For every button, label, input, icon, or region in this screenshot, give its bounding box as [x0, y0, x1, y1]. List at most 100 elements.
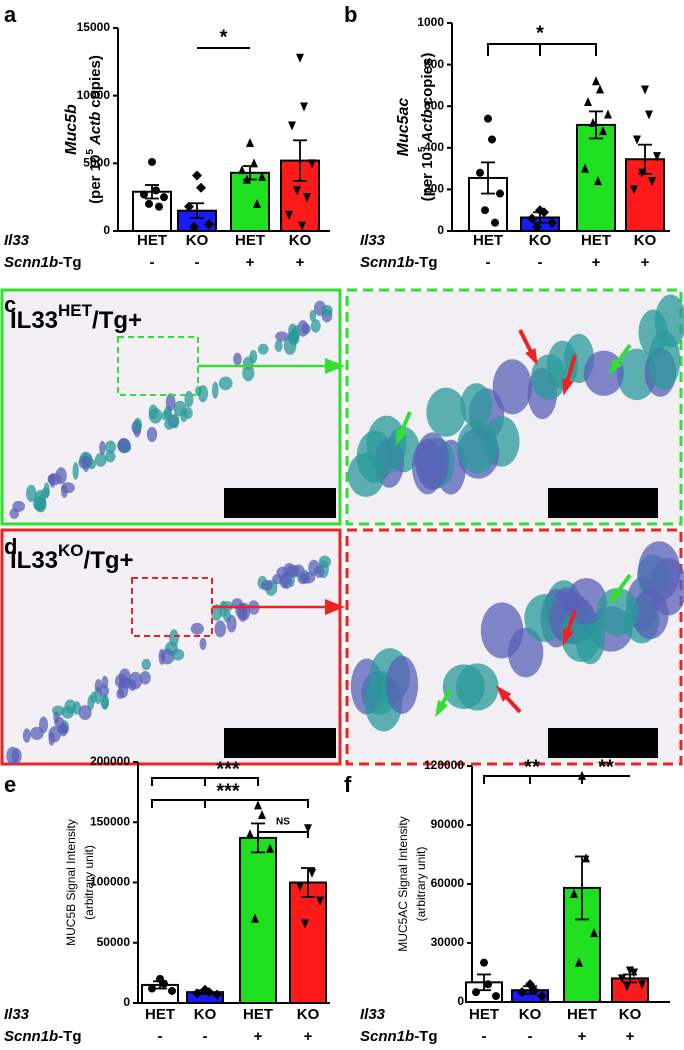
y-label-part: (per 10 — [419, 152, 436, 201]
significance-bracket — [487, 43, 597, 56]
label-main: IL33 — [10, 547, 58, 574]
cell — [118, 680, 129, 699]
cell — [583, 350, 624, 396]
cell — [26, 484, 37, 503]
x-tick-label-2: + — [626, 1028, 635, 1045]
x-tick-label: KO — [529, 232, 552, 249]
data-point — [152, 186, 160, 195]
cell — [190, 622, 204, 635]
x-tick-label-2: - — [486, 254, 491, 271]
y-tick-label: 0 — [437, 223, 444, 237]
cell — [184, 390, 194, 408]
cell — [160, 648, 175, 665]
data-point — [250, 158, 258, 168]
significance-label: *** — [216, 758, 240, 780]
zoom-box — [131, 577, 213, 637]
cell — [310, 319, 321, 333]
y-tick-label: 90000 — [431, 817, 465, 831]
cell — [90, 691, 97, 704]
cell — [141, 658, 152, 671]
zoom-arrowhead — [325, 358, 345, 374]
significance-label: * — [536, 22, 544, 44]
cell — [654, 294, 684, 348]
y-tick-label: 800 — [424, 57, 444, 71]
data-point — [630, 185, 638, 195]
scale-bar-bg — [224, 728, 336, 758]
data-point — [258, 810, 266, 820]
y-label: MUC5AC Signal Intensity — [396, 816, 410, 951]
data-point — [285, 210, 293, 220]
cell — [22, 728, 31, 743]
y-label-sup: 5 — [417, 146, 428, 152]
cell — [321, 304, 333, 317]
y-tick-label: 600 — [424, 98, 444, 112]
y-tick-label: 200000 — [90, 754, 130, 768]
x-tick-label: KO — [519, 1006, 542, 1023]
row-label-italic: Scnn1b — [4, 1028, 58, 1045]
row-label: Scnn1b-Tg — [360, 254, 438, 271]
cell — [460, 383, 493, 428]
data-point — [258, 171, 266, 181]
pointer-head — [608, 588, 623, 605]
data-point — [527, 213, 537, 224]
data-point — [582, 853, 590, 863]
cell — [148, 407, 163, 424]
panel-label: a — [4, 2, 17, 27]
x-tick-label: HET — [235, 232, 265, 249]
y-label: Muc5ac — [395, 98, 412, 157]
x-tick-label-2: + — [304, 1028, 313, 1045]
data-point — [537, 991, 547, 1002]
row-label: Scnn1b-Tg — [4, 254, 82, 271]
cell — [385, 655, 419, 714]
cell — [199, 637, 207, 650]
data-point — [529, 985, 539, 996]
y-tick-label: 15000 — [77, 20, 111, 34]
cell — [53, 711, 60, 724]
y-tick-label: 30000 — [431, 935, 465, 949]
data-point — [266, 843, 274, 853]
data-point — [592, 76, 600, 86]
data-point — [140, 190, 148, 199]
cell — [492, 359, 533, 415]
cell — [72, 462, 79, 480]
data-point — [648, 177, 656, 187]
scale-label: 100 μm — [246, 491, 315, 513]
data-point — [196, 182, 206, 193]
data-point — [304, 824, 312, 834]
data-point — [589, 117, 597, 127]
data-point — [189, 221, 199, 232]
cell — [275, 331, 289, 342]
cell — [78, 705, 92, 721]
data-point — [160, 979, 168, 988]
cell — [38, 716, 49, 734]
y-tick-label: 0 — [457, 994, 464, 1008]
label-sup: HET — [58, 301, 93, 320]
cell — [257, 343, 269, 355]
cell — [64, 699, 77, 714]
x-tick-label-2: - — [195, 254, 200, 271]
cell — [313, 565, 325, 578]
data-point — [496, 189, 504, 198]
row-label: Il33 — [360, 1006, 386, 1023]
panel-label: d — [4, 534, 17, 559]
micrographs — [0, 288, 684, 766]
y-label: (arbitrary unit) — [82, 845, 96, 920]
cell — [6, 746, 19, 765]
y-tick-label: 200 — [424, 182, 444, 196]
x-tick-label: KO — [289, 232, 312, 249]
row-label: Il33 — [4, 232, 30, 249]
cell — [100, 694, 110, 710]
x-tick-label: HET — [145, 1006, 175, 1023]
cell — [274, 340, 283, 352]
data-point — [472, 988, 480, 997]
pointer-head — [562, 378, 574, 396]
y-label-part: copies) — [87, 55, 104, 108]
cell — [415, 432, 450, 490]
data-point — [575, 957, 583, 967]
data-point — [653, 152, 661, 162]
x-tick-label: KO — [194, 1006, 217, 1023]
cell — [242, 364, 255, 382]
data-point — [246, 138, 254, 148]
data-point — [192, 988, 202, 999]
row-label: Il33 — [360, 232, 386, 249]
